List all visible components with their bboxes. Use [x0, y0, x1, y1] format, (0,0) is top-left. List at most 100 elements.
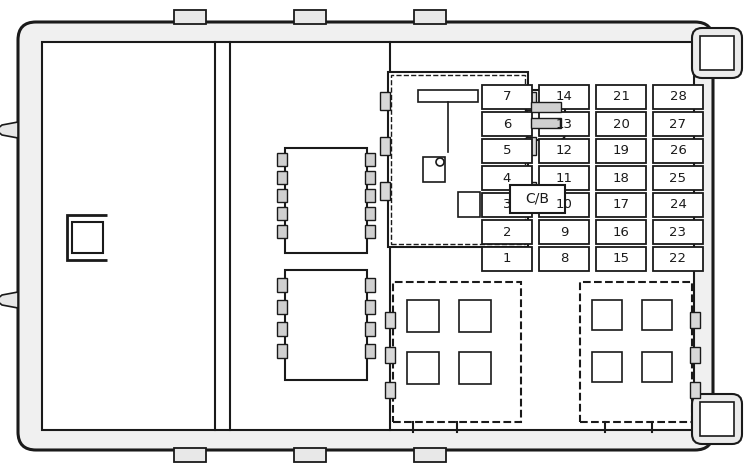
Bar — [482, 166, 532, 190]
Polygon shape — [0, 122, 18, 138]
Text: 20: 20 — [613, 118, 629, 130]
Text: 9: 9 — [560, 226, 568, 238]
Bar — [365, 300, 375, 314]
Bar — [596, 85, 646, 109]
Bar — [277, 189, 287, 202]
Bar — [653, 139, 703, 163]
Bar — [580, 282, 692, 422]
Bar — [459, 352, 491, 384]
Bar — [285, 270, 367, 380]
Bar — [277, 322, 287, 336]
Bar — [380, 182, 390, 200]
Bar — [653, 85, 703, 109]
Bar — [365, 322, 375, 336]
Text: 28: 28 — [670, 91, 686, 103]
Bar — [690, 382, 700, 398]
Bar — [174, 10, 206, 24]
Bar — [459, 300, 491, 332]
Bar — [653, 220, 703, 244]
Bar — [393, 282, 521, 422]
Bar — [700, 36, 734, 70]
Bar — [277, 300, 287, 314]
Bar — [174, 448, 206, 462]
Bar — [277, 153, 287, 166]
Text: 12: 12 — [556, 144, 572, 158]
Bar — [365, 225, 375, 238]
Circle shape — [436, 158, 444, 166]
Bar — [414, 448, 446, 462]
Bar — [365, 171, 375, 184]
Bar — [407, 352, 439, 384]
Bar — [596, 193, 646, 217]
Text: 3: 3 — [503, 199, 512, 211]
Text: 27: 27 — [670, 118, 686, 130]
Text: 8: 8 — [560, 253, 568, 265]
Bar — [653, 193, 703, 217]
Bar — [482, 112, 532, 136]
Bar — [365, 278, 375, 292]
Bar — [653, 247, 703, 271]
Text: 11: 11 — [556, 171, 572, 185]
Bar — [391, 75, 525, 244]
Bar — [596, 247, 646, 271]
Bar — [526, 92, 536, 110]
Bar — [653, 112, 703, 136]
Bar — [365, 207, 375, 220]
Text: 22: 22 — [670, 253, 686, 265]
Bar — [592, 300, 622, 330]
Text: 15: 15 — [613, 253, 629, 265]
Text: 24: 24 — [670, 199, 686, 211]
Bar — [385, 347, 395, 363]
Bar — [510, 185, 565, 213]
Bar — [690, 312, 700, 328]
Bar — [526, 137, 536, 155]
Text: 4: 4 — [503, 171, 512, 185]
FancyBboxPatch shape — [18, 22, 713, 450]
Bar — [277, 171, 287, 184]
Bar — [482, 85, 532, 109]
Text: 21: 21 — [613, 91, 629, 103]
Bar — [596, 112, 646, 136]
Bar — [380, 92, 390, 110]
Bar — [592, 352, 622, 382]
Text: 13: 13 — [556, 118, 572, 130]
Bar — [539, 85, 589, 109]
Bar — [365, 344, 375, 358]
Bar — [285, 148, 367, 253]
Polygon shape — [0, 292, 18, 308]
Bar — [407, 300, 439, 332]
Bar — [539, 193, 589, 217]
Bar — [72, 222, 103, 253]
Text: 18: 18 — [613, 171, 629, 185]
Text: 10: 10 — [556, 199, 572, 211]
Bar — [642, 300, 672, 330]
Text: 7: 7 — [503, 91, 512, 103]
Bar — [294, 10, 326, 24]
Text: 6: 6 — [503, 118, 512, 130]
Bar — [596, 220, 646, 244]
Bar — [277, 344, 287, 358]
Text: 5: 5 — [503, 144, 512, 158]
Bar — [539, 247, 589, 271]
Bar — [365, 189, 375, 202]
Bar — [596, 139, 646, 163]
Bar — [388, 72, 528, 247]
Bar — [539, 166, 589, 190]
Bar — [653, 166, 703, 190]
Bar — [458, 192, 480, 217]
Text: 16: 16 — [613, 226, 629, 238]
Text: 1: 1 — [503, 253, 512, 265]
Bar — [596, 166, 646, 190]
Bar — [277, 207, 287, 220]
Bar — [365, 153, 375, 166]
FancyBboxPatch shape — [692, 394, 742, 444]
Bar — [277, 278, 287, 292]
Bar — [539, 220, 589, 244]
Bar — [700, 402, 734, 436]
Bar — [385, 312, 395, 328]
Bar — [423, 157, 445, 182]
Bar — [294, 448, 326, 462]
Bar — [42, 42, 694, 430]
Text: 14: 14 — [556, 91, 572, 103]
Text: 2: 2 — [503, 226, 512, 238]
